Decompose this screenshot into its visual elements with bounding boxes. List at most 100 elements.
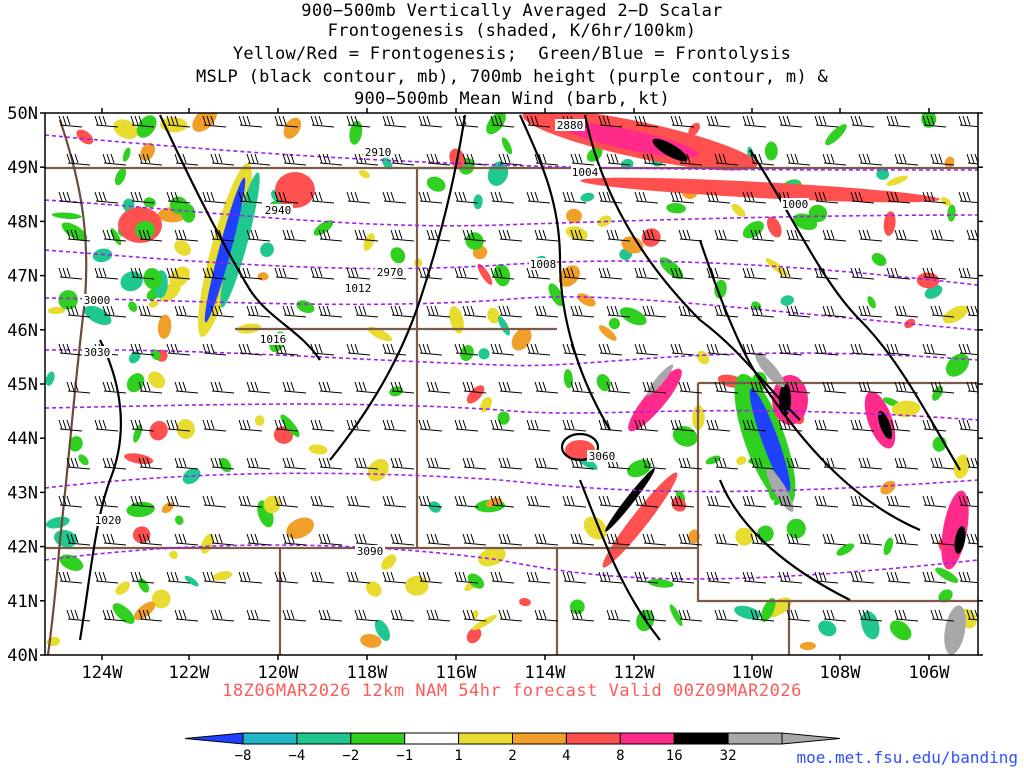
wind-barb [202,571,227,584]
wind-barb [714,609,739,622]
wind-barb [598,267,623,280]
wind-barb [346,571,371,584]
wind-barb [606,533,631,546]
wind-barb [490,191,515,204]
wind-barb [606,229,631,242]
lat-label: 45N [7,375,38,395]
wind-barb [490,571,515,584]
wind-barb [570,609,595,622]
wind-barb [202,191,227,204]
wind-barb [174,229,199,242]
wind-barb [274,495,299,508]
wind-barb [238,571,263,584]
wind-barb [562,419,587,432]
title-line-5: 900−500mb Mean Wind (barb, kt) [353,89,671,109]
wind-barb [814,419,839,432]
wind-barb [922,267,947,280]
wind-barb [94,267,119,280]
wind-barb [634,495,659,508]
wind-barb [894,229,919,242]
wind-barb [886,571,911,584]
wind-barb [706,343,731,356]
wind-barb [246,305,271,318]
wind-barb [490,419,515,432]
height-contour-line [45,472,978,493]
height-contour-label: 3030 [84,346,111,359]
shading-blob [78,454,89,466]
wind-barb [138,609,163,622]
wind-barb [94,495,119,508]
colorbar-segment [512,732,567,745]
wind-barb [462,457,487,470]
wind-barb [562,343,587,356]
wind-barb [886,419,911,432]
wind-barb [454,191,479,204]
wind-barb [930,533,955,546]
wind-barb [642,229,667,242]
wind-barb [922,115,947,128]
wind-barb [922,495,947,508]
wind-barb [922,571,947,584]
mslp-contour-label: 1000 [782,198,809,211]
colorbar-segment [296,732,352,745]
mslp-contours [78,114,961,641]
shading-blob [793,213,818,231]
shading-blob [45,516,70,529]
credit-text[interactable]: moe.met.fsu.edu/banding [796,748,1018,767]
wind-barb [858,305,883,318]
wind-barb [138,381,163,394]
shading-blob [381,554,397,570]
wind-barb [822,533,847,546]
wind-barb [822,457,847,470]
wind-barb [598,115,623,128]
shading-blob [76,129,94,145]
wind-barb [706,191,731,204]
state-border-line [696,383,978,603]
shading-blob [110,228,122,246]
wind-barb [858,609,883,622]
shading-blob [942,305,969,324]
mslp-contour-label: 1020 [95,514,122,527]
wind-barb [282,609,307,622]
wind-barb [246,153,271,166]
shading-blob [204,177,246,323]
wind-barb [210,533,235,546]
wind-barb [714,457,739,470]
wind-barb [570,533,595,546]
shading-blob [374,619,390,641]
shading-blob [904,318,916,329]
shading-blob [466,385,485,404]
wind-barb [390,533,415,546]
wind-barb [742,495,767,508]
wind-barb [526,115,551,128]
shading-blob [133,424,143,443]
wind-barb [94,571,119,584]
title-line-1: 900−500mb Vertically Averaged 2−D Scalar [301,1,723,21]
wind-barb [454,495,479,508]
shading-blob [169,550,178,559]
shading-blob [714,279,727,299]
wind-barb [102,153,127,166]
shading-blob [766,216,782,238]
shading-blob [954,526,966,554]
wind-barb [598,495,623,508]
shading-blob [157,314,172,339]
shading-blob [478,546,506,567]
wind-barb [678,457,703,470]
wind-barb [318,153,343,166]
wind-barb [282,305,307,318]
shading-blob [365,581,382,597]
wind-barb [166,191,191,204]
wind-barb [642,153,667,166]
wind-barb [246,609,271,622]
wind-barb [786,457,811,470]
wind-barb [714,305,739,318]
lat-label: 40N [7,646,38,666]
wind-barb [598,571,623,584]
wind-barb [786,381,811,394]
shading-blob [818,620,837,637]
mslp-contour-label: 1004 [572,166,599,179]
shading-blob [519,597,531,607]
shading-blob [51,212,82,220]
shading-blob [935,567,959,583]
